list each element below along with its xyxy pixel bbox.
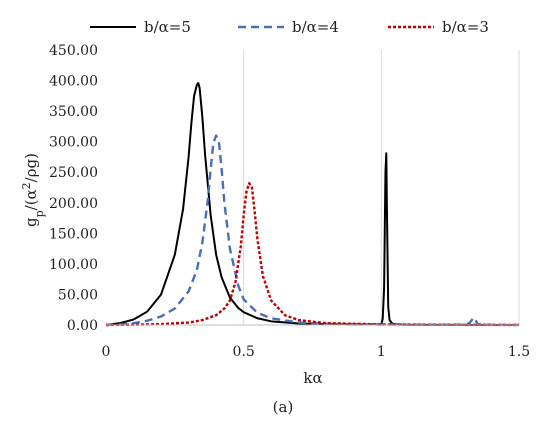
x-tick-label: 1.5: [508, 344, 530, 360]
x-tick-label: 1: [377, 344, 386, 360]
figure-caption: (a): [273, 398, 294, 416]
x-axis-ticks: 0 0.5 1 1.5: [102, 344, 531, 360]
series-line-1: [105, 82, 520, 326]
x-axis-label: kα: [303, 369, 322, 387]
y-tick-label: 400.00: [49, 74, 98, 90]
x-tick-label: 0: [102, 344, 111, 360]
y-tick-label: 50.00: [58, 287, 98, 303]
series-layer: [105, 82, 520, 327]
legend-label-3: b/α=3: [442, 18, 489, 36]
series-line-2: [105, 134, 520, 327]
y-tick-label: 350.00: [49, 104, 98, 120]
grid-lines: [243, 50, 520, 325]
y-tick-label: 250.00: [49, 165, 98, 181]
legend: b/α=5 b/α=4 b/α=3: [90, 18, 489, 36]
y-axis-label: gp/(α2/ρg): [20, 153, 46, 227]
y-tick-label: 300.00: [49, 135, 98, 151]
y-tick-label: 450.00: [49, 43, 98, 59]
y-tick-label: 100.00: [49, 257, 98, 273]
y-tick-label: 0.00: [67, 318, 98, 334]
legend-label-2: b/α=4: [292, 18, 339, 36]
y-axis-ticks: 0.00 50.00 100.00 150.00 200.00 250.00 300.00 3…: [49, 43, 98, 334]
y-tick-label: 150.00: [49, 226, 98, 242]
y-tick-label: 200.00: [49, 196, 98, 212]
series-line-3: [105, 182, 520, 327]
x-tick-label: 0.5: [233, 344, 255, 360]
legend-label-1: b/α=5: [144, 18, 191, 36]
